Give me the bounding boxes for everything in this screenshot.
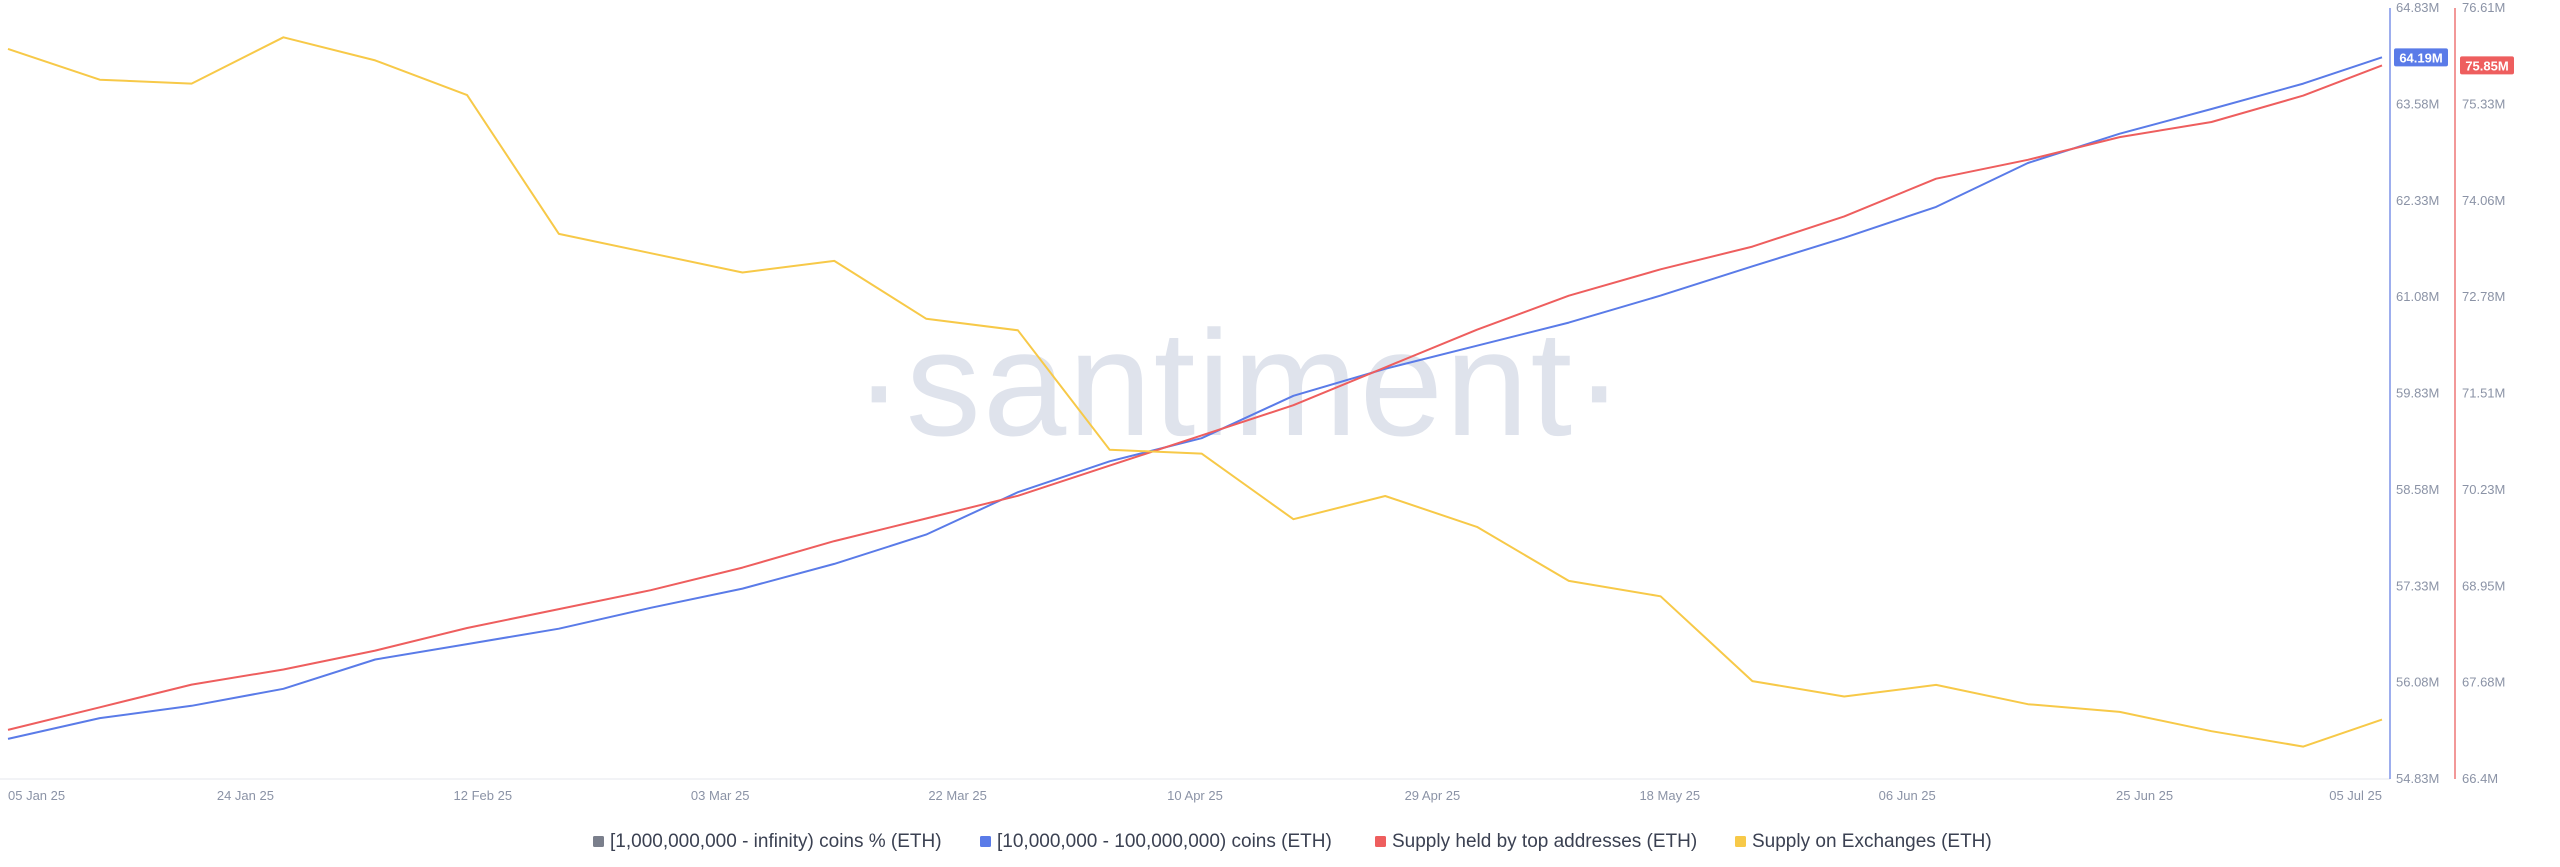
legend-label: Supply on Exchanges (ETH) <box>1752 831 1992 852</box>
right-tick-label: 68.95M <box>2462 578 2505 593</box>
right-tick-label: 67.68M <box>2462 675 2505 690</box>
left-axis-current-badge: 64.19M <box>2399 50 2442 65</box>
legend[interactable]: [1,000,000,000 - infinity) coins % (ETH)… <box>593 831 1992 852</box>
value-badges: 64.19M 75.85M <box>2394 48 2514 75</box>
left-axis-ticks: 64.83M 63.58M 62.33M 61.08M 59.83M 58.58M 57.3… <box>2396 0 2439 786</box>
legend-label: [1,000,000,000 - infinity) coins % (ETH) <box>610 831 942 852</box>
x-tick-label: 24 Jan 25 <box>217 788 274 803</box>
x-tick-label: 25 Jun 25 <box>2116 788 2173 803</box>
series-line-whales_10m <box>7 56 2383 740</box>
left-tick-label: 54.83M <box>2396 771 2439 786</box>
left-tick-label: 57.33M <box>2396 578 2439 593</box>
legend-label: Supply held by top addresses (ETH) <box>1392 831 1697 852</box>
left-axis-current-badge-bg <box>2394 48 2448 67</box>
right-axis-current-badge: 75.85M <box>2465 58 2508 73</box>
left-tick-label: 64.83M <box>2396 0 2439 15</box>
x-tick-label: 03 Mar 25 <box>691 788 750 803</box>
left-tick-label: 59.83M <box>2396 386 2439 401</box>
series-line-top_addresses <box>7 64 2383 731</box>
x-axis-ticks: 05 Jan 25 24 Jan 25 12 Feb 25 03 Mar 25 22 M… <box>8 788 2382 803</box>
x-tick-label: 22 Mar 25 <box>928 788 987 803</box>
right-axis-ticks: 76.61M 75.33M 74.06M 72.78M 71.51M 70.23M 68.9… <box>2462 0 2505 786</box>
legend-swatch <box>1735 836 1746 847</box>
left-tick-label: 56.08M <box>2396 675 2439 690</box>
right-tick-label: 74.06M <box>2462 193 2505 208</box>
left-tick-label: 63.58M <box>2396 96 2439 111</box>
right-axis-current-badge-bg <box>2460 56 2514 75</box>
watermark: ·santiment· <box>854 299 1626 467</box>
x-tick-label: 06 Jun 25 <box>1879 788 1936 803</box>
right-tick-label: 76.61M <box>2462 0 2505 15</box>
x-tick-label: 18 May 25 <box>1639 788 1700 803</box>
left-tick-label: 58.58M <box>2396 482 2439 497</box>
x-tick-label: 05 Jan 25 <box>8 788 65 803</box>
legend-swatch <box>980 836 991 847</box>
legend-swatch <box>593 836 604 847</box>
right-tick-label: 66.4M <box>2462 771 2498 786</box>
legend-item-whales_1b[interactable]: [1,000,000,000 - infinity) coins % (ETH) <box>593 831 942 852</box>
left-tick-label: 62.33M <box>2396 193 2439 208</box>
right-tick-label: 70.23M <box>2462 482 2505 497</box>
left-tick-label: 61.08M <box>2396 289 2439 304</box>
series-line-exchanges <box>7 36 2383 748</box>
legend-item-exchanges[interactable]: Supply on Exchanges (ETH) <box>1735 831 1992 852</box>
legend-item-whales_10m[interactable]: [10,000,000 - 100,000,000) coins (ETH) <box>980 831 1332 852</box>
legend-item-top_addresses[interactable]: Supply held by top addresses (ETH) <box>1375 831 1697 852</box>
x-tick-label: 05 Jul 25 <box>2329 788 2382 803</box>
x-tick-label: 10 Apr 25 <box>1167 788 1223 803</box>
x-tick-label: 12 Feb 25 <box>454 788 513 803</box>
series-lines <box>7 36 2383 748</box>
x-tick-label: 29 Apr 25 <box>1405 788 1461 803</box>
legend-swatch <box>1375 836 1386 847</box>
right-tick-label: 72.78M <box>2462 289 2505 304</box>
legend-label: [10,000,000 - 100,000,000) coins (ETH) <box>997 831 1332 852</box>
right-tick-label: 71.51M <box>2462 386 2505 401</box>
right-tick-label: 75.33M <box>2462 96 2505 111</box>
